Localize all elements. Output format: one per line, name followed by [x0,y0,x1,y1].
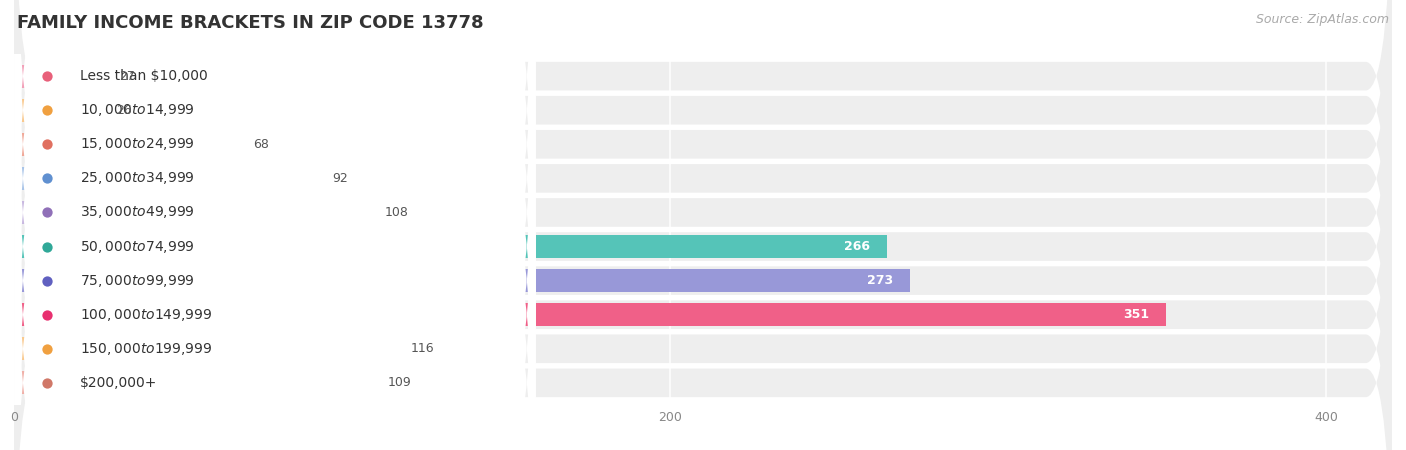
Text: $35,000 to $49,999: $35,000 to $49,999 [80,204,194,220]
Point [35,141,58,148]
Bar [14,269,910,292]
FancyBboxPatch shape [14,0,1392,334]
Bar [14,337,395,360]
Text: $25,000 to $34,999: $25,000 to $34,999 [80,171,194,186]
Text: 92: 92 [332,172,349,185]
Bar [14,167,316,190]
Text: 116: 116 [411,342,434,355]
Text: 108: 108 [385,206,409,219]
Text: 266: 266 [845,240,870,253]
Text: $75,000 to $99,999: $75,000 to $99,999 [80,273,194,288]
Text: Less than $10,000: Less than $10,000 [80,69,208,83]
FancyBboxPatch shape [14,0,536,372]
Text: 273: 273 [868,274,893,287]
Point [35,209,58,216]
Text: FAMILY INCOME BRACKETS IN ZIP CODE 13778: FAMILY INCOME BRACKETS IN ZIP CODE 13778 [17,14,484,32]
Text: $15,000 to $24,999: $15,000 to $24,999 [80,136,194,152]
FancyBboxPatch shape [14,0,1392,450]
Point [35,107,58,114]
FancyBboxPatch shape [14,22,1392,450]
Text: $50,000 to $74,999: $50,000 to $74,999 [80,238,194,255]
FancyBboxPatch shape [14,87,536,450]
FancyBboxPatch shape [14,0,536,440]
Text: 27: 27 [120,70,135,83]
Bar [14,133,238,156]
Point [35,175,58,182]
FancyBboxPatch shape [14,19,536,450]
Text: $150,000 to $199,999: $150,000 to $199,999 [80,341,212,357]
Text: Source: ZipAtlas.com: Source: ZipAtlas.com [1256,14,1389,27]
Bar [14,371,371,395]
Text: 351: 351 [1123,308,1149,321]
FancyBboxPatch shape [14,0,1392,403]
Point [35,72,58,80]
FancyBboxPatch shape [14,0,1392,436]
FancyBboxPatch shape [14,0,536,338]
Text: 26: 26 [115,104,132,117]
FancyBboxPatch shape [14,0,536,450]
FancyBboxPatch shape [14,0,1392,369]
Point [35,345,58,352]
FancyBboxPatch shape [14,0,536,450]
Bar [14,303,1166,326]
Point [35,243,58,250]
Point [35,311,58,318]
Bar [14,201,368,224]
Text: $200,000+: $200,000+ [80,376,157,390]
Text: 68: 68 [253,138,270,151]
Text: $100,000 to $149,999: $100,000 to $149,999 [80,307,212,323]
Text: 109: 109 [388,376,412,389]
FancyBboxPatch shape [14,56,1392,450]
Point [35,277,58,284]
Bar [14,64,103,88]
FancyBboxPatch shape [14,53,536,450]
Bar [14,235,887,258]
FancyBboxPatch shape [14,125,1392,450]
FancyBboxPatch shape [14,121,536,450]
Point [35,379,58,387]
Text: $10,000 to $14,999: $10,000 to $14,999 [80,102,194,118]
FancyBboxPatch shape [14,0,1392,450]
FancyBboxPatch shape [14,0,536,406]
FancyBboxPatch shape [14,90,1392,450]
Bar [14,99,100,122]
